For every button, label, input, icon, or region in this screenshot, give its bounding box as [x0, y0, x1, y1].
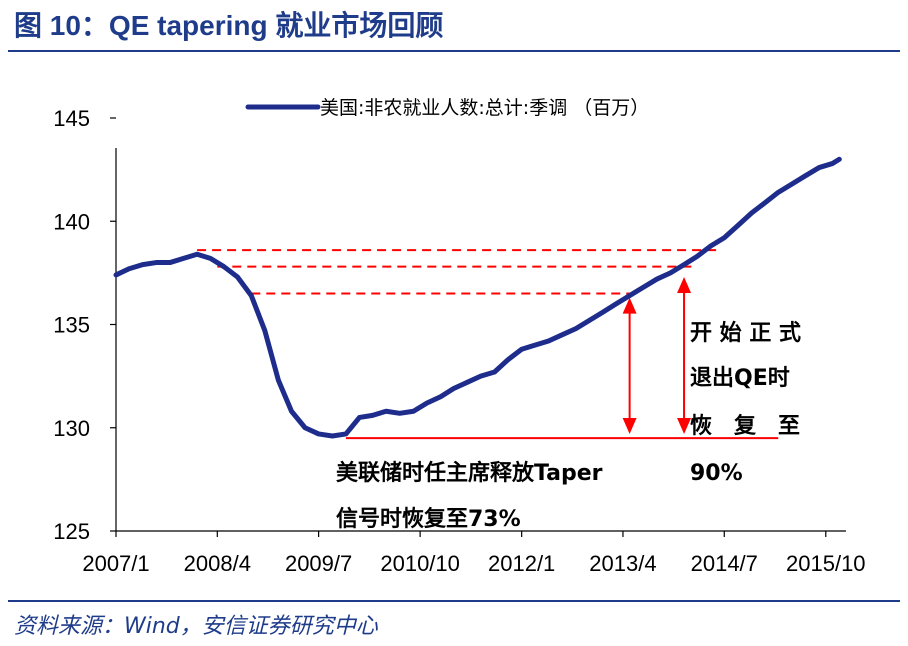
reference-lines: [197, 249, 779, 440]
x-tick-label: 2013/4: [589, 551, 656, 576]
y-tick-label: 145: [53, 106, 90, 131]
x-tick-label: 2008/4: [184, 551, 251, 576]
y-tick-label: 130: [53, 416, 90, 441]
x-tick-label: 2012/1: [488, 551, 555, 576]
legend-label: 美国:非农就业人数:总计:季调 （百万）: [320, 97, 649, 119]
x-tick-label: 2015/10: [786, 551, 866, 576]
x-axis-ticks: 2007/1 2008/4 2009/7 2010/10 2012/1 2013/4 201…: [82, 531, 866, 576]
series-line-nonfarm-payrolls: [113, 156, 842, 439]
line-chart: 125 130 135 140 145 2007/1 2008/4 2009/7 2010/1…: [53, 97, 866, 576]
title-underline: [8, 50, 900, 52]
y-tick-label: 140: [53, 209, 90, 234]
x-tick-label: 2009/7: [285, 551, 352, 576]
arrow-head-down: [622, 417, 637, 434]
arrow-head-up: [622, 297, 637, 314]
annotation-taper-signal-line2: 信号时恢复至73%: [336, 506, 521, 532]
x-tick-label: 2010/10: [380, 551, 460, 576]
y-axis-ticks: 125 130 135 140 145: [53, 106, 116, 544]
x-tick-label: 2007/1: [82, 551, 149, 576]
annotation-qe-exit-line3: 恢 复 至: [690, 413, 800, 439]
figure-title: 图 10：QE tapering 就业市场回顾: [14, 10, 444, 41]
recovery-arrows: [622, 277, 692, 434]
annotation-qe-exit-line4: 90%: [690, 461, 743, 486]
x-tick-label: 2014/7: [691, 551, 758, 576]
annotation-qe-exit-line1: 开 始 正 式: [690, 320, 801, 346]
arrow-head-up: [677, 277, 692, 294]
y-tick-label: 135: [53, 313, 90, 338]
annotation-taper-signal-line1: 美联储时任主席释放Taper: [336, 460, 603, 486]
source-note: 资料来源：Wind，安信证券研究中心: [14, 614, 378, 639]
annotation-qe-exit-line2: 退出QE时: [690, 366, 790, 391]
arrow-head-down: [677, 417, 692, 434]
source-overline: [8, 600, 900, 602]
y-tick-label: 125: [53, 519, 90, 544]
legend: 美国:非农就业人数:总计:季调 （百万）: [245, 97, 649, 119]
